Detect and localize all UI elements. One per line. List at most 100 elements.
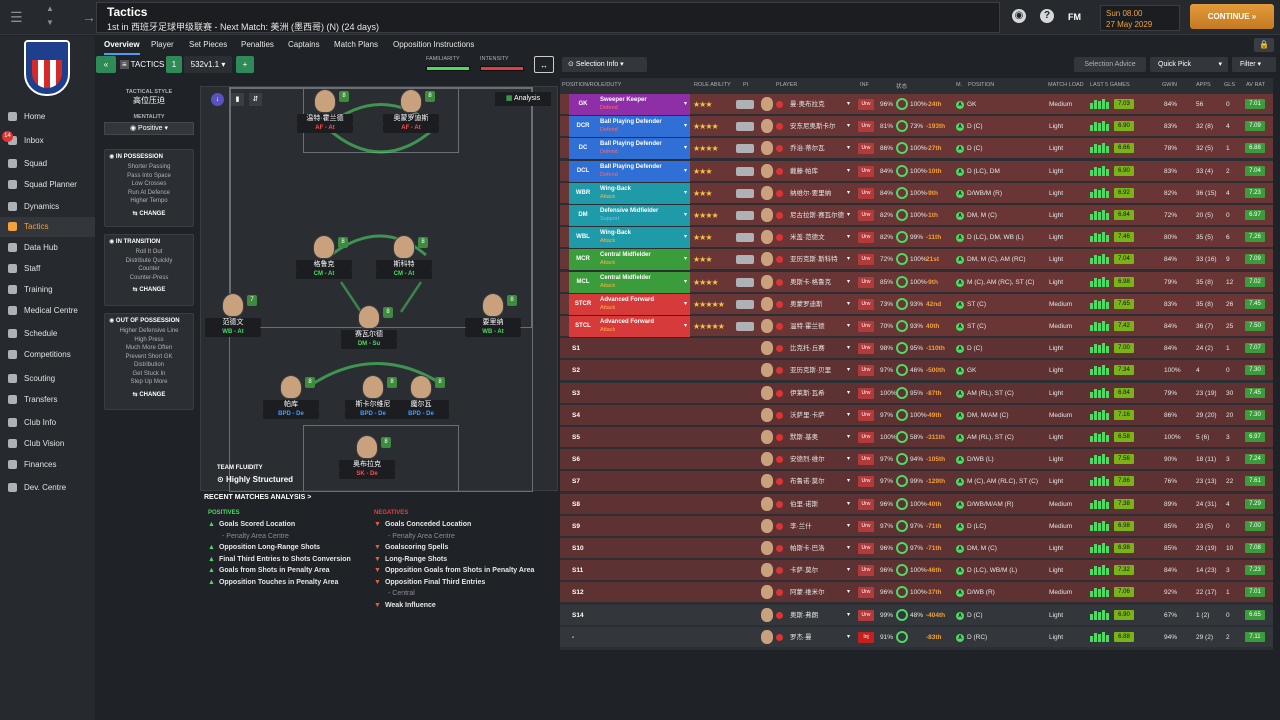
player-chevron-icon[interactable]: ▾ bbox=[847, 389, 851, 396]
row-role-box[interactable]: Ball Playing Defender Defend bbox=[597, 160, 690, 182]
row-position[interactable]: DM bbox=[569, 205, 597, 226]
col-role-ability[interactable]: ROLE ABILITY bbox=[694, 82, 731, 88]
player-chevron-icon[interactable]: ▾ bbox=[847, 367, 851, 374]
analysis-button[interactable]: ▦ Analysis bbox=[495, 92, 551, 106]
pitch-player[interactable]: 要里纳 WB - At 8 bbox=[465, 293, 521, 337]
player-chevron-icon[interactable]: ▾ bbox=[847, 567, 851, 574]
sidebar-item-data-hub[interactable]: Data Hub bbox=[0, 238, 95, 258]
forward-arrow-icon[interactable]: → bbox=[82, 9, 96, 25]
row-position[interactable]: DC bbox=[569, 138, 597, 160]
role-chevron-icon[interactable]: ▾ bbox=[684, 101, 688, 107]
pi-icon[interactable] bbox=[736, 233, 754, 243]
player-chevron-icon[interactable]: ▾ bbox=[847, 101, 851, 107]
row-player-name[interactable]: 乔治·蒂尔瓦 bbox=[790, 145, 825, 153]
globe-icon[interactable]: ◉ bbox=[1012, 9, 1026, 23]
row-player-name[interactable]: 奥斯卡·格鲁克 bbox=[790, 278, 832, 286]
row-position[interactable]: S4 bbox=[572, 411, 580, 419]
col-condition[interactable]: 状态 bbox=[896, 84, 908, 90]
pi-icon[interactable] bbox=[736, 166, 754, 176]
col-gls[interactable]: GLS bbox=[1224, 82, 1236, 88]
pitch-player[interactable]: 格鲁克 CM - At 8 bbox=[296, 235, 352, 279]
row-position[interactable]: S7 bbox=[572, 478, 580, 486]
player-chevron-icon[interactable]: ▾ bbox=[847, 478, 851, 485]
lock-icon[interactable]: 🔒 bbox=[1254, 38, 1274, 52]
pi-icon[interactable] bbox=[736, 277, 754, 287]
analysis-item[interactable]: ▲ Goals from Shots in Penalty Area bbox=[208, 565, 368, 577]
in-transition-change-button[interactable]: ⇆ CHANGE bbox=[132, 287, 166, 293]
tab-opposition-instructions[interactable]: Opposition Instructions bbox=[393, 40, 475, 49]
player-chevron-icon[interactable]: ▾ bbox=[847, 611, 851, 618]
role-chevron-icon[interactable]: ▾ bbox=[684, 145, 688, 152]
export-icon[interactable]: ⇵ bbox=[249, 93, 262, 106]
table-row[interactable]: WBL Wing-Back Attack ▾ ★★★ 米盖·范德文 ▾ Unv 82% 99% -1… bbox=[560, 227, 1273, 249]
row-role-box[interactable]: Sweeper Keeper Defend bbox=[597, 94, 690, 115]
row-player-name[interactable]: 曼·奥布拉克 bbox=[790, 101, 825, 108]
sidebar-item-squad[interactable]: Squad bbox=[0, 154, 95, 174]
row-player-name[interactable]: 安东尼奥斯卡尔 bbox=[790, 123, 836, 131]
up-arrow-icon[interactable]: ▲ bbox=[46, 4, 54, 13]
row-position[interactable]: S2 bbox=[572, 367, 580, 375]
row-player-name[interactable]: 默斯·基奥 bbox=[790, 434, 819, 441]
player-chevron-icon[interactable]: ▾ bbox=[847, 323, 851, 329]
row-position[interactable]: S3 bbox=[572, 389, 580, 397]
row-player-name[interactable]: 伯里·诺斯 bbox=[790, 500, 819, 508]
row-player-name[interactable]: 戴藤·帕库 bbox=[790, 167, 819, 175]
row-player-name[interactable]: 亚历克斯·斯科特 bbox=[790, 256, 838, 264]
role-chevron-icon[interactable]: ▾ bbox=[684, 123, 688, 130]
analysis-item[interactable]: ▼ Goalscoring Spells bbox=[374, 542, 554, 554]
col-m[interactable]: M. bbox=[956, 82, 963, 88]
row-player-name[interactable]: 比克托·丘赛 bbox=[790, 345, 825, 353]
row-position[interactable]: DCL bbox=[569, 160, 597, 182]
player-chevron-icon[interactable]: ▾ bbox=[847, 434, 851, 440]
player-chevron-icon[interactable]: ▾ bbox=[847, 589, 851, 596]
selection-info-select[interactable]: ⊙ Selection Info ▾ bbox=[562, 57, 647, 72]
tab-player[interactable]: Player bbox=[151, 40, 174, 49]
row-position[interactable]: - bbox=[572, 633, 575, 641]
down-arrow-icon[interactable]: ▼ bbox=[46, 18, 54, 27]
row-role-box[interactable]: Ball Playing Defender Defend bbox=[597, 138, 690, 160]
sidebar-item-scouting[interactable]: Scouting bbox=[0, 369, 95, 389]
pi-icon[interactable] bbox=[736, 211, 754, 220]
table-row[interactable]: S12 阿蒙·维米尔 ▾ Unv 96% 100% -37th A D/WB (R) Medium… bbox=[560, 582, 1273, 604]
analysis-item[interactable]: ▼ Long-Range Shots bbox=[374, 554, 554, 566]
player-chevron-icon[interactable]: ▾ bbox=[847, 256, 851, 263]
player-chevron-icon[interactable]: ▾ bbox=[847, 456, 851, 463]
pi-icon[interactable] bbox=[736, 188, 754, 198]
col-apps[interactable]: APPS bbox=[1196, 82, 1211, 88]
row-player-name[interactable]: 亚历克斯·贝里 bbox=[790, 367, 832, 375]
player-chevron-icon[interactable]: ▾ bbox=[847, 545, 851, 551]
player-chevron-icon[interactable]: ▾ bbox=[847, 189, 851, 196]
player-chevron-icon[interactable]: ▾ bbox=[847, 234, 851, 241]
row-role-box[interactable]: Ball Playing Defender Defend bbox=[597, 116, 690, 138]
row-position[interactable]: S5 bbox=[572, 434, 580, 441]
pi-icon[interactable] bbox=[736, 322, 754, 331]
squad-selection-table[interactable]: POSITION/ROLE/DUTY ROLE ABILITY PI PLAYE… bbox=[560, 78, 1273, 650]
row-player-name[interactable]: 安德烈·维尔 bbox=[790, 456, 825, 464]
col-gwin[interactable]: GWIN bbox=[1162, 82, 1177, 88]
table-row[interactable]: S3 伊莱斯·瓦希 ▾ Unv 100% 95% -87th A AM (RL), ST (C)… bbox=[560, 382, 1273, 404]
tab-set-pieces[interactable]: Set Pieces bbox=[189, 40, 228, 49]
analysis-item[interactable]: ▼ Weak Influence bbox=[374, 600, 554, 612]
pitch-player[interactable]: 奥蒙罗迪斯 AF - At 8 bbox=[383, 89, 439, 133]
table-row[interactable]: S6 安德烈·维尔 ▾ Unv 97% 94% -105th A D/WB (L) Light 7.… bbox=[560, 449, 1273, 471]
col-last5[interactable]: LAST 5 GAMES bbox=[1090, 82, 1130, 88]
player-chevron-icon[interactable]: ▾ bbox=[847, 500, 851, 507]
help-icon[interactable]: ? bbox=[1040, 9, 1054, 23]
pi-icon[interactable] bbox=[736, 122, 754, 132]
sidebar-item-home[interactable]: Home bbox=[0, 107, 95, 127]
row-position[interactable]: WBR bbox=[569, 182, 597, 204]
sidebar-item-squad-planner[interactable]: Squad Planner bbox=[0, 175, 95, 195]
role-chevron-icon[interactable]: ▾ bbox=[684, 234, 688, 241]
player-chevron-icon[interactable]: ▾ bbox=[847, 278, 851, 285]
continue-button[interactable]: CONTINUE » bbox=[1190, 4, 1274, 29]
row-role-box[interactable]: Wing-Back Attack bbox=[597, 227, 690, 249]
sidebar-item-tactics[interactable]: Tactics bbox=[0, 217, 95, 237]
table-row[interactable]: DM Defensive Midfielder Support ▾ ★★★★ 尼古拉斯·赛… bbox=[560, 205, 1273, 226]
pitch-player[interactable]: 斯科特 CM - At 8 bbox=[376, 235, 432, 279]
role-chevron-icon[interactable]: ▾ bbox=[684, 278, 688, 285]
row-position[interactable]: S11 bbox=[572, 567, 584, 575]
analysis-item[interactable]: - Central bbox=[374, 588, 554, 600]
row-player-name[interactable]: 卡萨·莫尔 bbox=[790, 567, 819, 575]
table-row[interactable]: S7 布鲁诺·莫尔 ▾ Unv 97% 99% -129th A M (C), AM (RLC)… bbox=[560, 471, 1273, 493]
pitch-player[interactable]: 魔尔瓦 BPD - De 8 bbox=[393, 375, 449, 419]
